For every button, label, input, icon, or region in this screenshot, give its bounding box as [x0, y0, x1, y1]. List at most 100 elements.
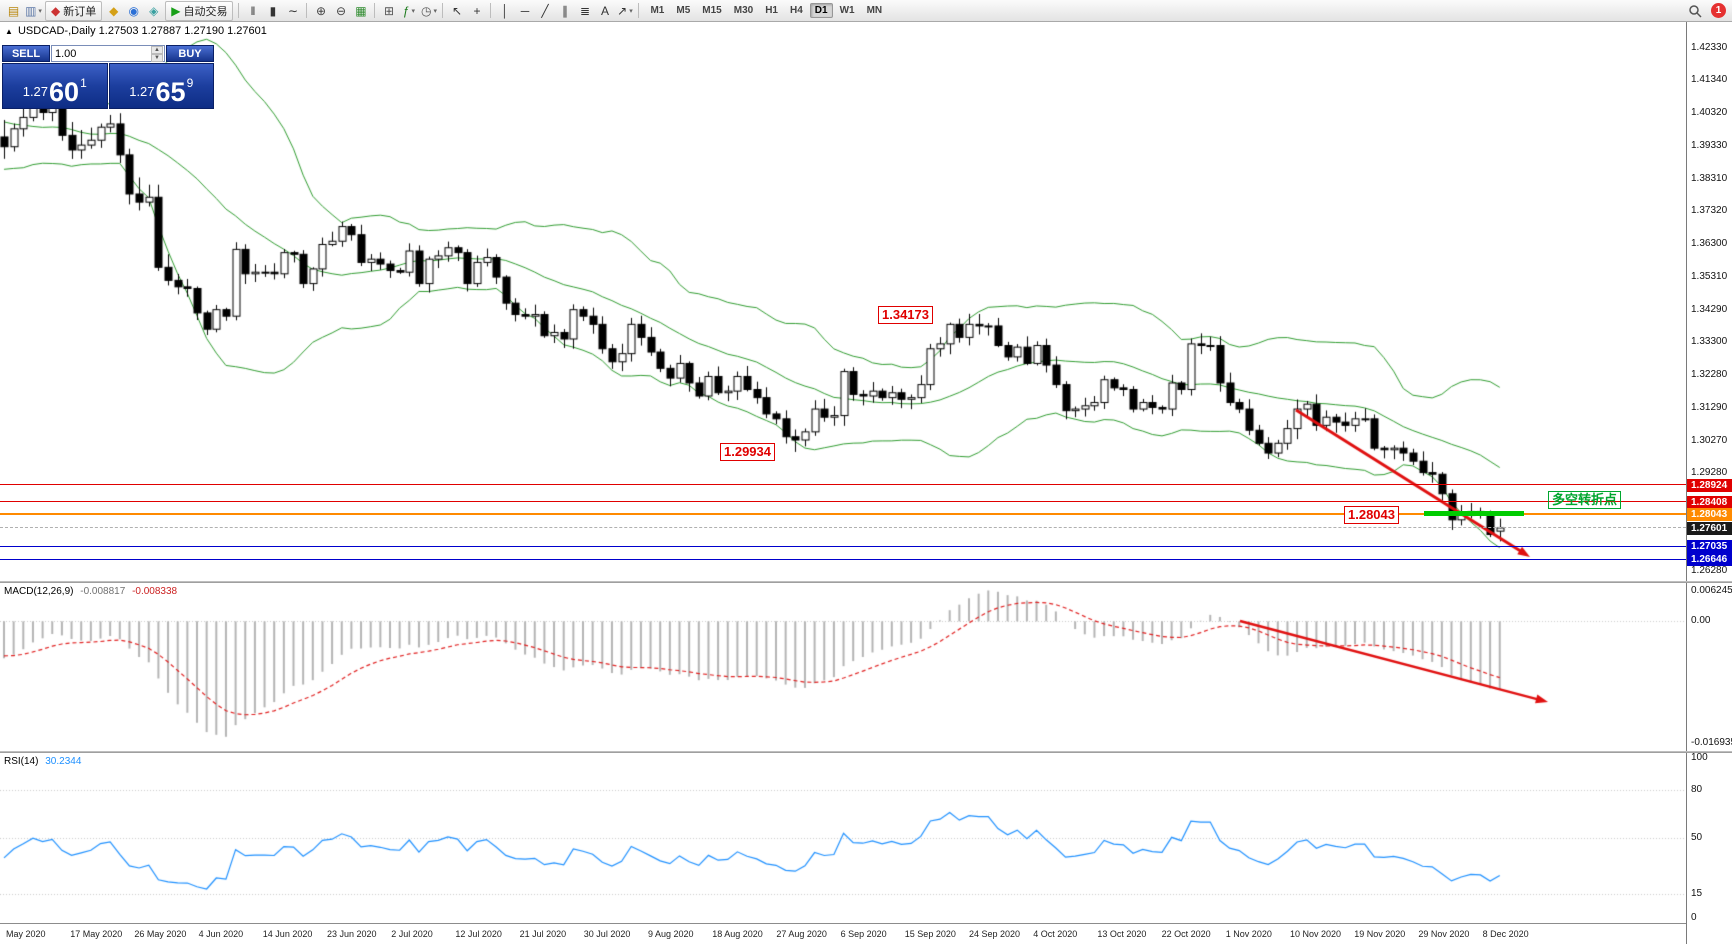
price-axis-label: 1.35310 — [1691, 270, 1728, 282]
dropdown-arrow-icon[interactable]: ▾ — [629, 7, 633, 15]
channel-icon[interactable]: ∥ — [555, 2, 574, 20]
timeframe-d1-button[interactable]: D1 — [809, 3, 833, 18]
indicators-icon[interactable]: ƒ ▾ — [399, 2, 418, 20]
buy-price-big: 65 — [155, 77, 186, 107]
date-axis-label: 4 Oct 2020 — [1033, 929, 1078, 939]
horizontal-level-line[interactable] — [0, 527, 1686, 529]
dropdown-arrow-icon[interactable]: ▾ — [38, 7, 42, 15]
main-chart-canvas[interactable] — [0, 22, 1686, 581]
dropdown-arrow-icon[interactable]: ▾ — [411, 7, 416, 15]
horizontal-level-line[interactable] — [0, 512, 1686, 515]
sell-price-big: 60 — [49, 77, 80, 107]
lot-increase-button[interactable]: ▲ — [151, 45, 163, 54]
arrange-windows-icon: ⊞ — [383, 3, 394, 18]
timeframe-h4-button[interactable]: H4 — [789, 5, 803, 16]
autotrading-icon: ▶ — [171, 3, 181, 18]
zoom-in-icon[interactable]: ⊕ — [311, 2, 330, 20]
notification-badge[interactable]: 1 — [1711, 3, 1726, 18]
tile-windows-icon[interactable]: ▦ — [351, 2, 370, 20]
horizontal-line-icon[interactable]: ─ — [515, 2, 534, 20]
buy-tab[interactable]: BUY — [166, 45, 214, 62]
timeframe-w1-button[interactable]: W1 — [839, 5, 855, 16]
rsi-indicator-canvas[interactable] — [0, 753, 1686, 923]
vertical-line-icon[interactable]: │ — [495, 2, 514, 20]
periods-icon: ◷ — [420, 3, 432, 18]
arrange-windows-icon[interactable]: ⊞ — [379, 2, 398, 20]
fibonacci-icon[interactable]: ≣ — [575, 2, 594, 20]
toolbar-separator — [374, 3, 376, 18]
profiles-icon: ▥ — [25, 3, 37, 18]
line-chart-icon[interactable]: ∼ — [283, 2, 302, 20]
turning-point-label[interactable]: 多空转折点 — [1548, 491, 1622, 509]
price-axis-label: 1.29280 — [1691, 467, 1728, 479]
history-center-icon[interactable]: ◆ — [104, 2, 123, 20]
lot-decrease-button[interactable]: ▼ — [151, 53, 163, 62]
date-axis-label: 8 Dec 2020 — [1482, 929, 1529, 939]
ohlc-values: 1.27503 1.27887 1.27190 1.27601 — [98, 25, 267, 37]
rsi-axis-label: 100 — [1691, 752, 1708, 763]
news-icon[interactable]: ◉ — [124, 2, 143, 20]
search-icon[interactable] — [1685, 2, 1704, 20]
macd-name: MACD(12,26,9) — [4, 586, 74, 597]
timeframe-m1-button[interactable]: M1 — [650, 5, 665, 16]
price-axis[interactable]: 1.42330 1.41340 1.40320 1.39330 1.38310 1.373… — [1686, 22, 1732, 944]
timeframe-mn-button[interactable]: MN — [866, 5, 883, 16]
price-tag: 1.28043 — [1687, 507, 1732, 521]
rsi-axis-label: 15 — [1691, 888, 1703, 899]
text-icon[interactable]: A — [595, 2, 614, 20]
sell-button[interactable]: 1.27 60 1 — [2, 63, 108, 109]
new-order-icon: ◆ — [51, 3, 61, 18]
timeframe-group: M1 M5 M15 M30 H1 H4 D1 W1 MN — [644, 3, 888, 18]
lot-size-input[interactable] — [55, 46, 135, 61]
zoom-out-icon[interactable]: ⊖ — [331, 2, 350, 20]
periods-icon[interactable]: ◷ ▾ — [419, 2, 438, 20]
date-axis-label: 12 Jul 2020 — [455, 929, 502, 939]
new-chart-icon[interactable]: ▤ — [4, 2, 23, 20]
timeframe-m30-button[interactable]: M30 — [733, 5, 754, 16]
arrows-icon[interactable]: ↗ ▾ — [615, 2, 634, 20]
dropdown-arrow-icon[interactable]: ▾ — [433, 7, 437, 15]
horizontal-line-icon: ─ — [520, 3, 530, 18]
one-click-trading-panel: SELL ▲ ▼ BUY 1.27 60 1 1.27 65 9 — [2, 45, 214, 109]
buy-button[interactable]: 1.27 65 9 — [108, 63, 214, 109]
horizontal-level-line[interactable] — [0, 545, 1686, 547]
bar-chart-icon[interactable]: ‖ — [243, 2, 262, 20]
date-axis-label: 2 Jul 2020 — [391, 929, 433, 939]
profiles-icon[interactable]: ▥ ▾ — [24, 2, 43, 20]
price-axis-label: 1.26280 — [1691, 565, 1728, 576]
support-highlight-segment[interactable] — [1424, 511, 1524, 517]
indicators-icon: ƒ — [402, 3, 410, 18]
panel-separator[interactable] — [0, 581, 1732, 583]
date-axis[interactable]: May 2020 17 May 2020 26 May 2020 4 Jun 2020… — [0, 923, 1686, 944]
candlestick-chart-icon[interactable]: ▮ — [263, 2, 282, 20]
date-axis-label: 29 Nov 2020 — [1418, 929, 1470, 939]
date-axis-label: 26 May 2020 — [134, 929, 187, 939]
horizontal-level-line[interactable] — [0, 501, 1686, 503]
horizontal-level-line[interactable] — [0, 558, 1686, 560]
timeframe-m15-button[interactable]: M15 — [702, 5, 722, 16]
market-watch-icon[interactable]: ◈ — [144, 2, 163, 20]
history-center-icon: ◆ — [109, 3, 119, 18]
horizontal-level-line[interactable] — [0, 484, 1686, 486]
high-price-label[interactable]: 1.34173 — [878, 306, 933, 324]
timeframe-h1-button[interactable]: H1 — [765, 5, 778, 16]
sell-tab[interactable]: SELL — [2, 45, 50, 62]
level-price-label[interactable]: 1.28043 — [1344, 506, 1399, 524]
lot-size-field[interactable]: ▲ ▼ — [51, 45, 165, 62]
cursor-icon[interactable]: ↖ — [447, 2, 466, 20]
date-axis-label: 18 Aug 2020 — [712, 929, 763, 939]
crosshair-icon[interactable]: + — [467, 2, 486, 20]
new-chart-icon: ▤ — [7, 3, 20, 18]
toolbar-separator — [306, 3, 308, 18]
macd-indicator-canvas[interactable] — [0, 583, 1686, 751]
timeframe-m5-button[interactable]: M5 — [676, 5, 691, 16]
low-price-label[interactable]: 1.29934 — [720, 443, 775, 461]
autotrading-button[interactable]: ▶ 自动交易 — [165, 0, 234, 21]
toolbar-separator — [490, 3, 492, 18]
trendline-icon[interactable]: ╱ — [535, 2, 554, 20]
panel-separator[interactable] — [0, 751, 1732, 753]
new-order-button[interactable]: ◆ 新订单 — [45, 0, 103, 21]
one-click-panel-toggle-icon[interactable]: ▲ — [5, 27, 13, 36]
date-axis-label: 30 Jul 2020 — [583, 929, 631, 939]
